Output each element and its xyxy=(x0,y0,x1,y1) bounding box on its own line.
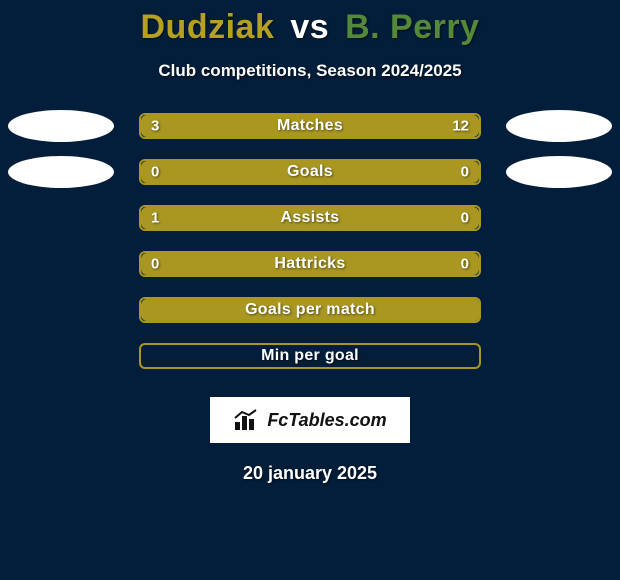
stat-label: Min per goal xyxy=(141,347,479,365)
player1-badge xyxy=(8,110,114,142)
comparison-title: Dudziak vs B. Perry xyxy=(0,0,620,47)
stat-bar: 312Matches xyxy=(139,113,481,139)
stat-bar: 10Assists xyxy=(139,205,481,231)
stat-label: Matches xyxy=(141,117,479,135)
chart-icon xyxy=(233,408,261,432)
stat-bar: 00Goals xyxy=(139,159,481,185)
stat-bar: Min per goal xyxy=(139,343,481,369)
player1-badge xyxy=(8,156,114,188)
stat-rows: 312Matches 00Goals 10Assists 00Hattricks Goa… xyxy=(0,113,620,369)
player2-name: B. Perry xyxy=(345,8,479,46)
stat-row: 312Matches xyxy=(0,113,620,139)
stat-bar: 00Hattricks xyxy=(139,251,481,277)
stat-row: 00Hattricks xyxy=(0,251,620,277)
fctables-logo[interactable]: FcTables.com xyxy=(210,397,410,443)
stat-row: Min per goal xyxy=(0,343,620,369)
stat-label: Assists xyxy=(141,209,479,227)
stat-label: Goals xyxy=(141,163,479,181)
logo-text: FcTables.com xyxy=(267,410,386,431)
stat-row: 00Goals xyxy=(0,159,620,185)
player2-badge xyxy=(506,156,612,188)
player2-badge xyxy=(506,110,612,142)
stat-row: Goals per match xyxy=(0,297,620,323)
subtitle: Club competitions, Season 2024/2025 xyxy=(0,61,620,81)
stat-bar: Goals per match xyxy=(139,297,481,323)
stat-label: Goals per match xyxy=(141,301,479,319)
stat-label: Hattricks xyxy=(141,255,479,273)
stat-row: 10Assists xyxy=(0,205,620,231)
player1-name: Dudziak xyxy=(141,8,275,46)
snapshot-date: 20 january 2025 xyxy=(0,463,620,484)
vs-label: vs xyxy=(290,8,329,46)
